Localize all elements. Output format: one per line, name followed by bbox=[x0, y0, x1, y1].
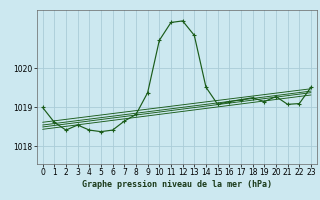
X-axis label: Graphe pression niveau de la mer (hPa): Graphe pression niveau de la mer (hPa) bbox=[82, 180, 272, 189]
